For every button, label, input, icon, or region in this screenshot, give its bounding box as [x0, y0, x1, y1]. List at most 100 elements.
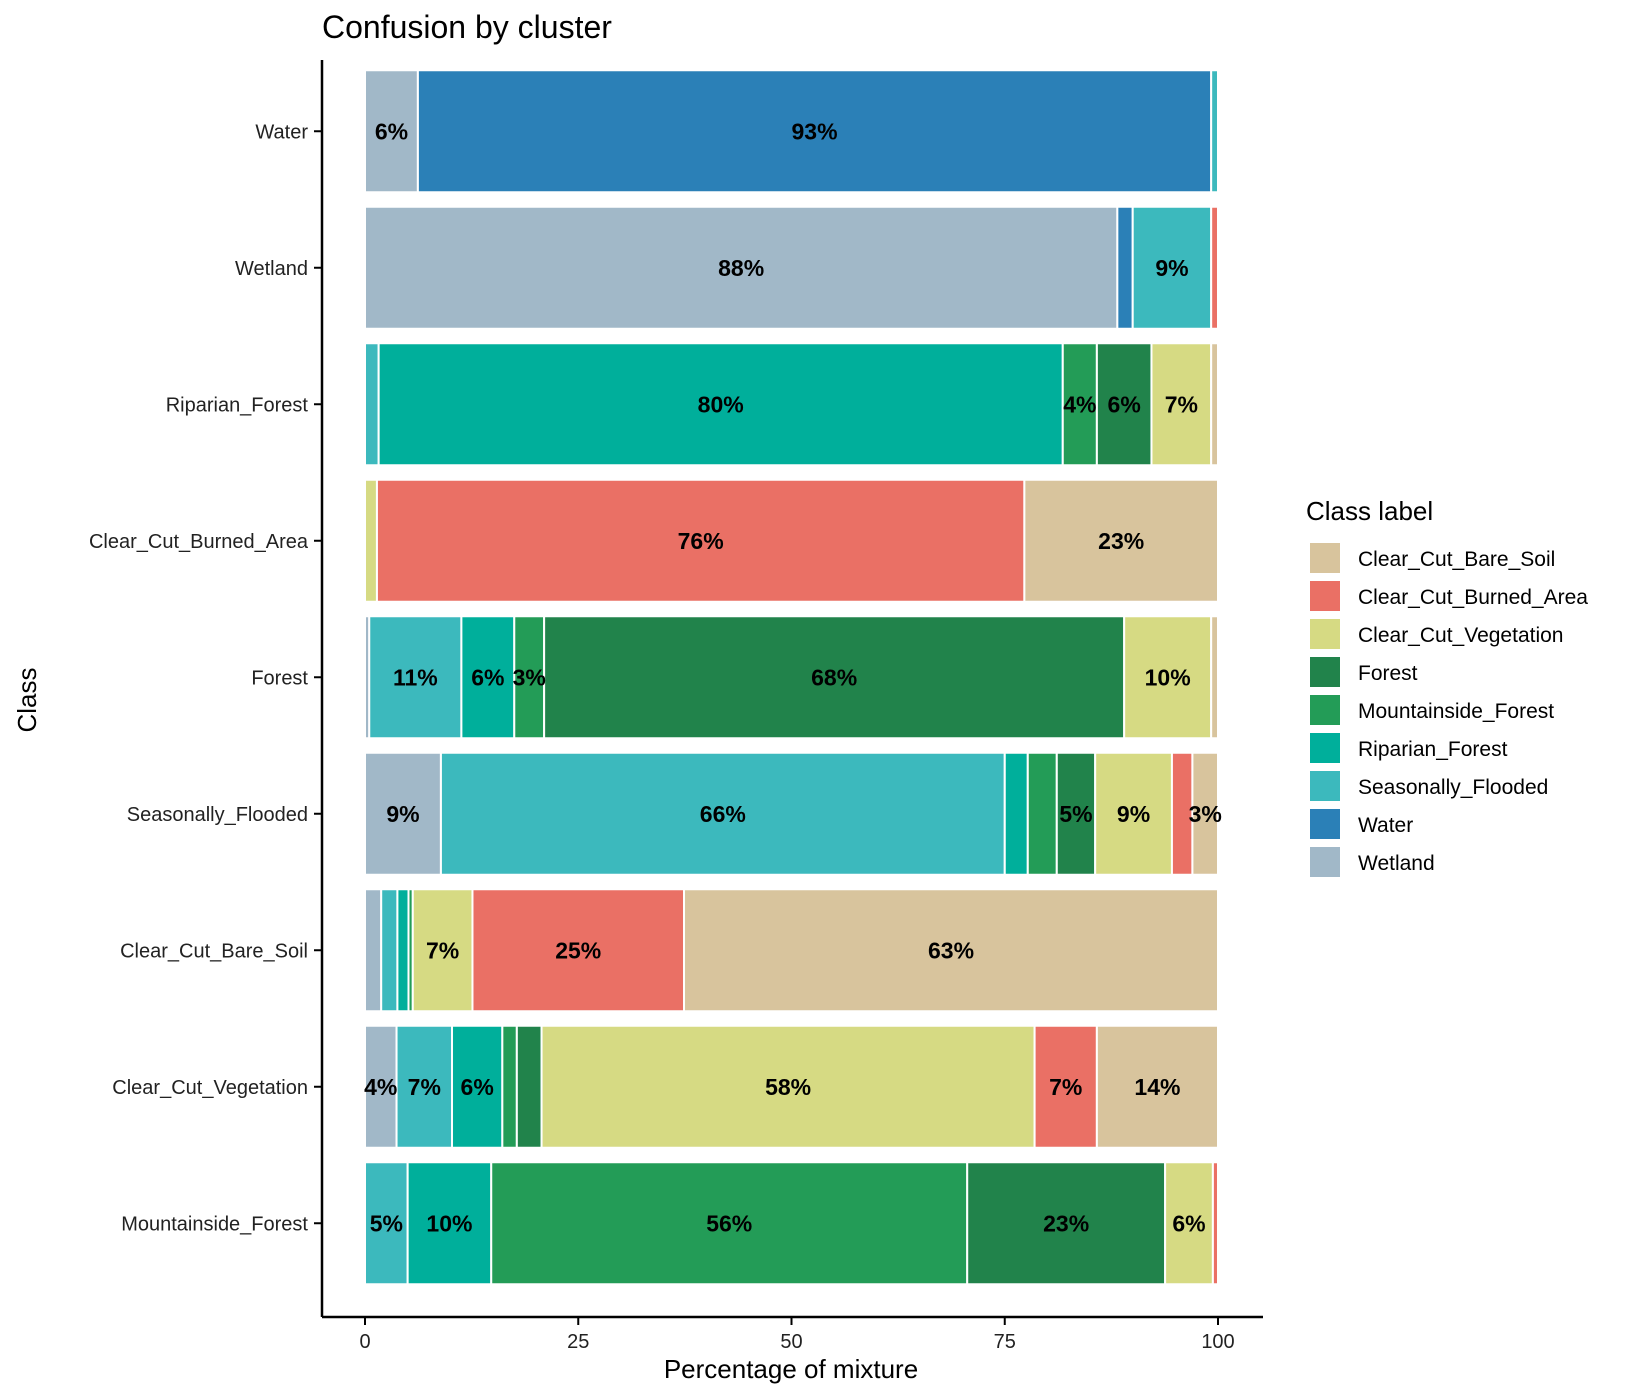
bar-segment-clear-cut-vegetation-clear-cut-vegetation — [540, 1024, 1036, 1149]
bar-label-clear-cut-vegetation-wetland: 4% — [364, 1074, 397, 1100]
bar-segment-seasonally-flooded-seasonally-flooded — [439, 751, 1006, 876]
bar-segment-mountainside-forest-clear-cut-burned-area — [1211, 1161, 1219, 1286]
bar-segment-clear-cut-burned-area-clear-cut-vegetation — [364, 478, 378, 603]
bar-label-water-wetland: 6% — [375, 118, 408, 144]
bar-segment-seasonally-flooded-clear-cut-vegetation — [1094, 751, 1173, 876]
bar-label-mountainside-forest-mountainside-forest: 56% — [706, 1210, 752, 1236]
bar-label-clear-cut-bare-soil-clear-cut-vegetation: 7% — [426, 937, 459, 963]
bar-label-clear-cut-burned-area-clear-cut-bare-soil: 23% — [1098, 528, 1144, 554]
bar-segment-forest-forest — [543, 615, 1126, 740]
legend-label-mountainside-forest: Mountainside_Forest — [1358, 700, 1554, 723]
legend-swatch-clear-cut-bare-soil — [1310, 543, 1340, 573]
bar-segment-clear-cut-vegetation-seasonally-flooded — [395, 1024, 454, 1149]
chart-title: Confusion by cluster — [322, 9, 612, 45]
y-tick-label-riparian-forest: Riparian_Forest — [166, 394, 309, 416]
bar-segment-clear-cut-vegetation-clear-cut-bare-soil — [1095, 1024, 1220, 1149]
bar-segment-forest-clear-cut-bare-soil — [1210, 615, 1220, 740]
x-tick-label-0: 0 — [359, 1331, 370, 1353]
bar-label-forest-forest: 68% — [811, 664, 857, 690]
bar-segment-mountainside-forest-mountainside-forest — [490, 1161, 969, 1286]
bar-label-forest-clear-cut-vegetation: 10% — [1145, 664, 1191, 690]
bar-segment-clear-cut-vegetation-forest — [515, 1024, 543, 1149]
x-tick-label-75: 75 — [994, 1331, 1016, 1353]
x-tick-label-50: 50 — [780, 1331, 802, 1353]
bar-segment-clear-cut-bare-soil-clear-cut-vegetation — [411, 888, 474, 1013]
bar-label-forest-riparian-forest: 6% — [471, 664, 504, 690]
bar-label-wetland-wetland: 88% — [718, 255, 764, 281]
legend-swatch-forest — [1310, 657, 1340, 687]
bar-segment-mountainside-forest-clear-cut-vegetation — [1164, 1161, 1214, 1286]
legend-label-clear-cut-burned-area: Clear_Cut_Burned_Area — [1358, 586, 1588, 609]
bar-segment-mountainside-forest-riparian-forest — [406, 1161, 493, 1286]
legend-swatch-water — [1310, 809, 1340, 839]
bar-segment-clear-cut-burned-area-clear-cut-burned-area — [375, 478, 1026, 603]
bar-segment-clear-cut-vegetation-riparian-forest — [451, 1024, 504, 1149]
legend-title: Class label — [1306, 496, 1433, 526]
legend-swatch-clear-cut-burned-area — [1310, 581, 1340, 611]
bar-segment-clear-cut-bare-soil-seasonally-flooded — [380, 888, 399, 1013]
bar-segment-clear-cut-burned-area-clear-cut-bare-soil — [1023, 478, 1220, 603]
y-tick-label-seasonally-flooded: Seasonally_Flooded — [127, 804, 308, 826]
bars-layer — [364, 69, 1220, 1286]
bar-segment-seasonally-flooded-clear-cut-bare-soil — [1191, 751, 1220, 876]
bar-segment-forest-clear-cut-vegetation — [1123, 615, 1213, 740]
legend-swatch-seasonally-flooded — [1310, 771, 1340, 801]
bar-label-mountainside-forest-riparian-forest: 10% — [426, 1210, 472, 1236]
bar-label-riparian-forest-mountainside-forest: 4% — [1063, 391, 1096, 417]
bar-label-clear-cut-vegetation-seasonally-flooded: 7% — [408, 1074, 441, 1100]
legend-label-water: Water — [1358, 814, 1413, 837]
bar-segment-wetland-clear-cut-burned-area — [1210, 205, 1220, 330]
bar-segment-riparian-forest-clear-cut-vegetation — [1150, 342, 1213, 467]
legend-swatch-clear-cut-vegetation — [1310, 619, 1340, 649]
bar-label-riparian-forest-forest: 6% — [1108, 391, 1141, 417]
bar-label-clear-cut-vegetation-clear-cut-bare-soil: 14% — [1134, 1074, 1180, 1100]
bar-segment-riparian-forest-mountainside-forest — [1061, 342, 1098, 467]
bar-segment-riparian-forest-seasonally-flooded — [364, 342, 380, 467]
y-tick-label-wetland: Wetland — [235, 258, 308, 280]
bar-segment-clear-cut-bare-soil-clear-cut-burned-area — [471, 888, 686, 1013]
bar-segment-forest-riparian-forest — [460, 615, 516, 740]
bar-label-wetland-seasonally-flooded: 9% — [1155, 255, 1188, 281]
legend-label-clear-cut-vegetation: Clear_Cut_Vegetation — [1358, 624, 1563, 647]
legend-label-forest: Forest — [1358, 662, 1418, 685]
bar-labels-layer: 6% 93% 88% 9% 80% 4% 6% 7% 76% 23% 11% 6% 3% 68% 10% 9%… — [364, 118, 1222, 1236]
bar-label-seasonally-flooded-clear-cut-vegetation: 9% — [1117, 801, 1150, 827]
bar-label-seasonally-flooded-wetland: 9% — [386, 801, 419, 827]
bar-segment-riparian-forest-clear-cut-bare-soil — [1210, 342, 1220, 467]
bar-label-riparian-forest-riparian-forest: 80% — [698, 391, 744, 417]
bar-segment-forest-seasonally-flooded — [368, 615, 463, 740]
legend-label-riparian-forest: Riparian_Forest — [1358, 738, 1508, 761]
x-tick-label-25: 25 — [567, 1331, 589, 1353]
bar-label-mountainside-forest-forest: 23% — [1043, 1210, 1089, 1236]
bar-segment-water-wetland — [364, 69, 419, 194]
bar-segment-wetland-water — [1116, 205, 1134, 330]
bar-label-clear-cut-burned-area-clear-cut-burned-area: 76% — [678, 528, 724, 554]
bar-segment-water-seasonally-flooded — [1210, 69, 1220, 194]
bar-label-mountainside-forest-clear-cut-vegetation: 6% — [1172, 1210, 1205, 1236]
bar-label-clear-cut-bare-soil-clear-cut-burned-area: 25% — [555, 937, 601, 963]
bar-label-seasonally-flooded-clear-cut-bare-soil: 3% — [1189, 801, 1222, 827]
bar-label-seasonally-flooded-forest: 5% — [1059, 801, 1092, 827]
bar-segment-wetland-seasonally-flooded — [1131, 205, 1213, 330]
bar-label-clear-cut-vegetation-riparian-forest: 6% — [461, 1074, 494, 1100]
bar-segment-seasonally-flooded-riparian-forest — [1003, 751, 1029, 876]
bar-segment-clear-cut-vegetation-clear-cut-burned-area — [1033, 1024, 1098, 1149]
bar-label-clear-cut-vegetation-clear-cut-burned-area: 7% — [1049, 1074, 1082, 1100]
legend-swatch-mountainside-forest — [1310, 695, 1340, 725]
bar-segment-mountainside-forest-seasonally-flooded — [364, 1161, 409, 1286]
axes-layer: Water Wetland Riparian_Forest Clear_Cut_Bur… — [89, 60, 1263, 1353]
y-tick-label-forest: Forest — [251, 667, 308, 689]
bar-label-water-water: 93% — [792, 118, 838, 144]
bar-segment-mountainside-forest-forest — [966, 1161, 1167, 1286]
bar-segment-clear-cut-vegetation-mountainside-forest — [501, 1024, 518, 1149]
bar-segment-seasonally-flooded-wetland — [364, 751, 442, 876]
bar-label-riparian-forest-clear-cut-vegetation: 7% — [1165, 391, 1198, 417]
x-axis-title: Percentage of mixture — [664, 1354, 918, 1384]
y-tick-label-clear-cut-vegetation: Clear_Cut_Vegetation — [112, 1077, 308, 1099]
bar-segment-riparian-forest-riparian-forest — [377, 342, 1064, 467]
bar-label-forest-seasonally-flooded: 11% — [393, 664, 438, 690]
bar-segment-forest-mountainside-forest — [513, 615, 546, 740]
bar-segment-clear-cut-vegetation-wetland — [364, 1024, 398, 1149]
y-axis-title: Class — [12, 667, 42, 732]
